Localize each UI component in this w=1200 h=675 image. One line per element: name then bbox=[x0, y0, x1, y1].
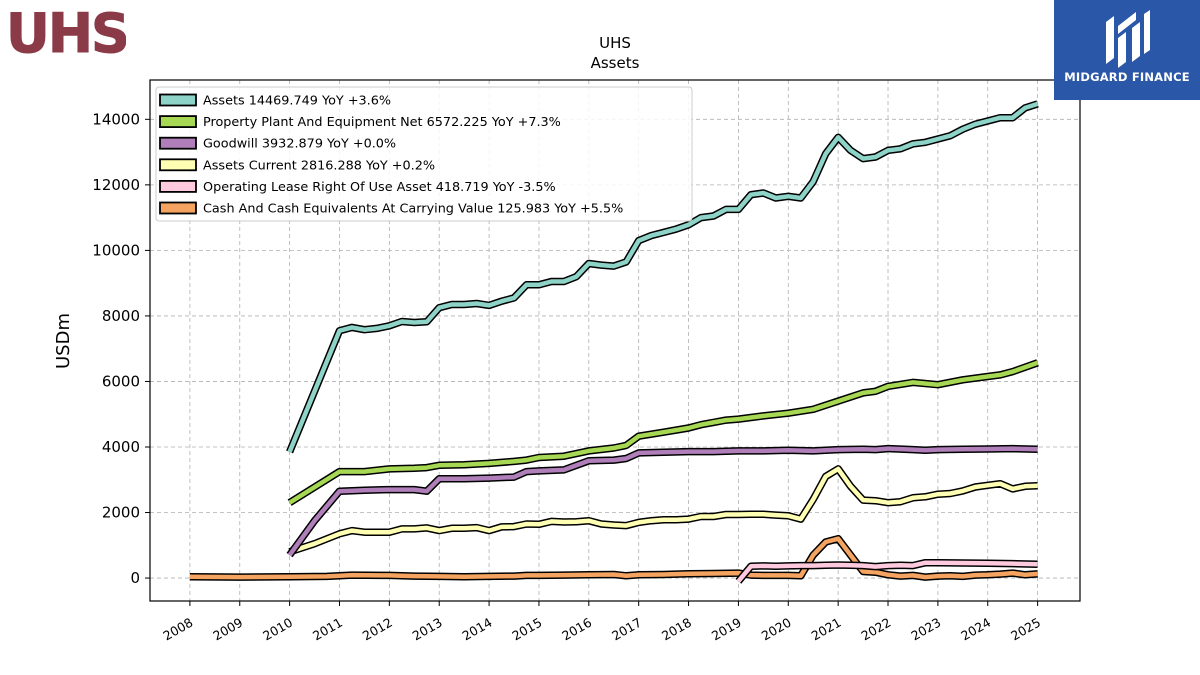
y-tick-label: 0 bbox=[130, 569, 140, 587]
y-tick-label: 2000 bbox=[102, 504, 140, 522]
y-tick-label: 4000 bbox=[102, 438, 140, 456]
y-tick-label: 12000 bbox=[92, 176, 140, 194]
y-tick-label: 8000 bbox=[102, 307, 140, 325]
x-axis: 2008 2009 2010 2011 2012 2013 2014 2015 2016 2017… bbox=[160, 601, 1043, 644]
uhs-logo-text: UHS bbox=[6, 6, 126, 58]
plot-frame bbox=[149, 79, 1081, 602]
midgard-finance-label: MIDGARD FINANCE bbox=[1064, 70, 1190, 84]
series-line-1 bbox=[287, 359, 1039, 506]
x-tick-label: 2012 bbox=[360, 615, 395, 644]
chart-series-layer bbox=[189, 100, 1039, 584]
y-axis-label: USDm bbox=[53, 313, 74, 369]
series-line-4 bbox=[735, 558, 1038, 584]
chart-subtitle: Assets bbox=[591, 54, 640, 72]
x-tick-label: 2017 bbox=[609, 615, 644, 644]
x-tick-label: 2013 bbox=[410, 615, 445, 644]
legend-entry: Cash And Cash Equivalents At Carrying Va… bbox=[203, 202, 623, 217]
series-stroke bbox=[287, 101, 1039, 453]
x-tick-label: 2008 bbox=[160, 615, 195, 644]
x-tick-label: 2021 bbox=[809, 615, 844, 644]
x-tick-label: 2011 bbox=[310, 615, 345, 644]
x-tick-label: 2019 bbox=[709, 615, 744, 644]
x-tick-label: 2024 bbox=[958, 615, 993, 644]
y-tick-label: 10000 bbox=[92, 241, 140, 259]
legend-entry: Assets 14469.749 YoY +3.6% bbox=[203, 94, 391, 109]
chart-legend: Assets 14469.749 YoY +3.6% Property Plant… bbox=[155, 86, 693, 222]
series-stroke bbox=[287, 446, 1038, 557]
series-stroke bbox=[288, 360, 1039, 505]
x-tick-label: 2015 bbox=[509, 615, 544, 644]
series-line-3 bbox=[288, 465, 1038, 556]
chart-title: UHS bbox=[599, 34, 631, 52]
legend-entry: Goodwill 3932.879 YoY +0.0% bbox=[203, 137, 396, 152]
series-stroke bbox=[288, 466, 1038, 554]
x-tick-label: 2014 bbox=[460, 615, 495, 644]
y-tick-label: 14000 bbox=[92, 110, 140, 128]
uhs-logo: UHS bbox=[6, 2, 131, 66]
x-tick-label: 2020 bbox=[759, 615, 794, 644]
series-outline bbox=[288, 465, 1038, 556]
legend-swatch bbox=[159, 158, 197, 172]
legend-box bbox=[155, 86, 693, 222]
y-tick-label: 6000 bbox=[102, 372, 140, 390]
midgard-emblem-icon bbox=[1106, 10, 1150, 68]
legend-swatch bbox=[159, 93, 197, 107]
x-tick-label: 2010 bbox=[260, 615, 295, 644]
legend-entry: Property Plant And Equipment Net 6572.22… bbox=[203, 115, 561, 130]
legend-swatch bbox=[159, 115, 197, 128]
x-tick-label: 2025 bbox=[1008, 615, 1043, 644]
series-outline bbox=[286, 444, 1038, 558]
legend-swatch bbox=[159, 179, 197, 193]
series-line-2 bbox=[286, 444, 1038, 558]
y-axis: 0 2000 4000 6000 8000 10000 12000 14000 bbox=[92, 110, 150, 587]
x-tick-label: 2016 bbox=[559, 615, 594, 644]
series-line-0 bbox=[286, 100, 1039, 454]
series-stroke bbox=[736, 560, 1038, 583]
midgard-finance-logo: MIDGARD FINANCE bbox=[1054, 0, 1200, 100]
legend-entry: Assets Current 2816.288 YoY +0.2% bbox=[203, 158, 435, 173]
x-tick-label: 2023 bbox=[908, 615, 943, 644]
legend-swatch bbox=[159, 136, 197, 150]
x-tick-label: 2022 bbox=[858, 615, 893, 644]
x-tick-label: 2018 bbox=[659, 615, 694, 644]
legend-entry: Operating Lease Right Of Use Asset 418.7… bbox=[203, 180, 556, 195]
x-tick-label: 2009 bbox=[210, 615, 245, 644]
legend-swatch bbox=[159, 201, 197, 215]
